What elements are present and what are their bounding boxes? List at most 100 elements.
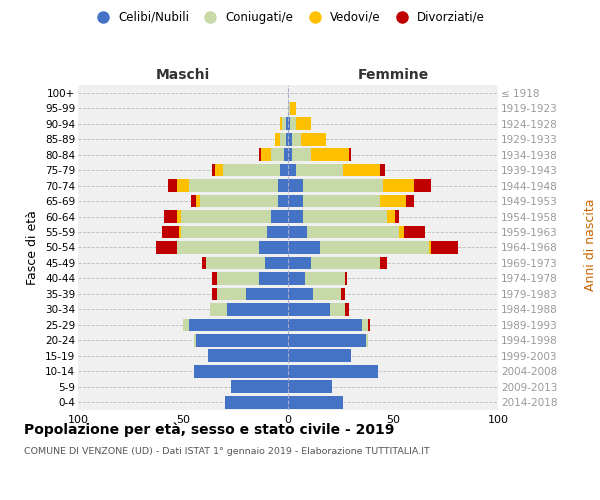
Bar bbox=[277, 194, 288, 207]
Bar bbox=[288, 272, 305, 285]
Bar bbox=[183, 318, 189, 331]
Bar bbox=[164, 210, 176, 223]
Bar bbox=[227, 303, 288, 316]
Bar bbox=[288, 350, 351, 362]
Bar bbox=[313, 288, 341, 300]
Bar bbox=[259, 148, 260, 161]
Bar bbox=[280, 133, 286, 145]
Bar bbox=[368, 318, 370, 331]
Bar bbox=[215, 164, 223, 176]
Bar bbox=[232, 380, 288, 393]
Bar bbox=[345, 303, 349, 316]
Bar bbox=[383, 179, 414, 192]
Bar bbox=[191, 194, 196, 207]
Bar bbox=[260, 148, 271, 161]
Bar bbox=[349, 148, 351, 161]
Bar bbox=[206, 256, 265, 270]
Bar bbox=[311, 148, 349, 161]
Bar bbox=[280, 164, 288, 176]
Text: Femmine: Femmine bbox=[358, 68, 428, 82]
Bar bbox=[275, 133, 280, 145]
Bar bbox=[345, 272, 347, 285]
Bar bbox=[288, 226, 307, 238]
Bar bbox=[303, 179, 383, 192]
Bar bbox=[292, 133, 301, 145]
Bar bbox=[288, 365, 379, 378]
Bar bbox=[380, 164, 385, 176]
Bar bbox=[223, 164, 280, 176]
Bar bbox=[303, 210, 387, 223]
Bar bbox=[307, 226, 400, 238]
Bar bbox=[156, 241, 176, 254]
Bar bbox=[288, 396, 343, 408]
Bar bbox=[292, 148, 311, 161]
Bar bbox=[341, 288, 344, 300]
Bar bbox=[288, 133, 292, 145]
Text: COMUNE DI VENZONE (UD) - Dati ISTAT 1° gennaio 2019 - Elaborazione TUTTITALIA.IT: COMUNE DI VENZONE (UD) - Dati ISTAT 1° g… bbox=[24, 448, 430, 456]
Bar bbox=[265, 256, 288, 270]
Bar bbox=[284, 148, 288, 161]
Bar bbox=[282, 118, 286, 130]
Bar bbox=[288, 256, 311, 270]
Text: Anni di nascita: Anni di nascita bbox=[584, 198, 597, 291]
Bar bbox=[296, 118, 311, 130]
Bar bbox=[414, 179, 431, 192]
Text: Popolazione per età, sesso e stato civile - 2019: Popolazione per età, sesso e stato civil… bbox=[24, 422, 394, 437]
Bar bbox=[395, 210, 400, 223]
Bar bbox=[380, 256, 387, 270]
Bar bbox=[288, 164, 296, 176]
Bar bbox=[267, 226, 288, 238]
Bar bbox=[301, 133, 326, 145]
Bar bbox=[404, 226, 425, 238]
Bar bbox=[380, 194, 406, 207]
Bar bbox=[288, 303, 330, 316]
Bar bbox=[210, 303, 227, 316]
Bar bbox=[288, 288, 313, 300]
Bar bbox=[168, 179, 176, 192]
Bar bbox=[193, 365, 288, 378]
Bar bbox=[288, 210, 303, 223]
Bar bbox=[200, 194, 277, 207]
Bar bbox=[288, 148, 292, 161]
Bar bbox=[181, 210, 271, 223]
Bar bbox=[305, 272, 345, 285]
Text: Maschi: Maschi bbox=[156, 68, 210, 82]
Bar bbox=[190, 179, 277, 192]
Bar bbox=[288, 241, 320, 254]
Bar bbox=[202, 256, 206, 270]
Bar bbox=[271, 210, 288, 223]
Bar bbox=[288, 179, 303, 192]
Bar bbox=[387, 210, 395, 223]
Bar bbox=[259, 272, 288, 285]
Bar bbox=[217, 272, 259, 285]
Bar bbox=[290, 102, 296, 115]
Legend: Celibi/Nubili, Coniugati/e, Vedovi/e, Divorziati/e: Celibi/Nubili, Coniugati/e, Vedovi/e, Di… bbox=[91, 11, 485, 24]
Bar bbox=[290, 118, 296, 130]
Bar bbox=[212, 272, 217, 285]
Bar bbox=[196, 194, 200, 207]
Bar bbox=[429, 241, 431, 254]
Bar bbox=[208, 350, 288, 362]
Bar bbox=[259, 241, 288, 254]
Bar bbox=[280, 118, 282, 130]
Bar bbox=[246, 288, 288, 300]
Bar bbox=[162, 226, 179, 238]
Bar bbox=[212, 288, 217, 300]
Bar bbox=[212, 164, 215, 176]
Bar bbox=[406, 194, 414, 207]
Bar bbox=[288, 318, 361, 331]
Bar bbox=[176, 241, 259, 254]
Bar bbox=[196, 334, 288, 346]
Bar bbox=[288, 102, 290, 115]
Bar bbox=[271, 148, 284, 161]
Bar bbox=[176, 179, 189, 192]
Y-axis label: Fasce di età: Fasce di età bbox=[26, 210, 40, 285]
Bar bbox=[320, 241, 429, 254]
Bar bbox=[361, 318, 368, 331]
Bar bbox=[311, 256, 380, 270]
Bar bbox=[400, 226, 404, 238]
Bar bbox=[288, 194, 303, 207]
Bar bbox=[225, 396, 288, 408]
Bar bbox=[286, 118, 288, 130]
Bar bbox=[330, 303, 344, 316]
